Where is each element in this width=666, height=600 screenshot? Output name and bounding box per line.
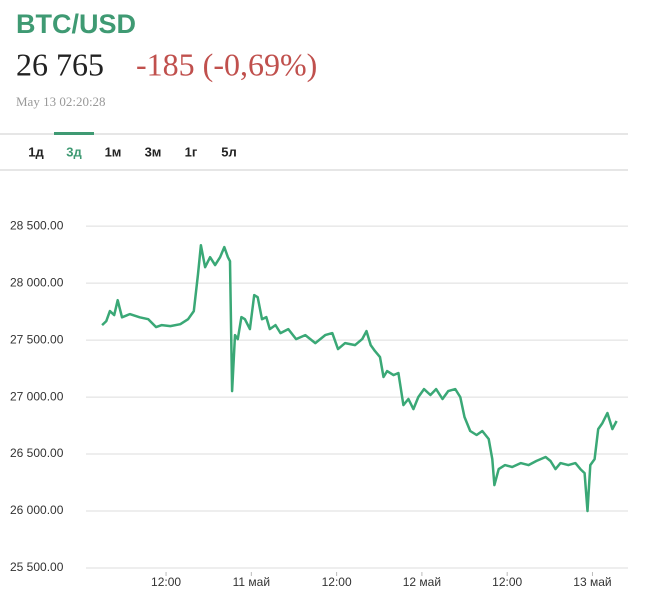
x-tick-label: 12 май: [403, 575, 441, 589]
y-tick-label: 28 000.00: [10, 275, 64, 289]
x-tick-label: 13 май: [573, 575, 611, 589]
y-tick-label: 27 500.00: [10, 332, 64, 346]
tab[interactable]: 5л: [221, 144, 237, 159]
tabs: 1д 3д 1м 3м 1г 5л: [28, 132, 237, 159]
active-tab-indicator: [54, 132, 94, 135]
price-line: [101, 243, 618, 513]
x-tick-label: 11 май: [233, 575, 270, 589]
x-tick-label: 12:00: [151, 575, 181, 589]
tab[interactable]: 1м: [105, 144, 122, 159]
x-tick-label: 12:00: [322, 575, 352, 589]
tab[interactable]: 1г: [185, 144, 198, 159]
plot: 25 500.00 26 000.00 26 500.00 27 000.00 27 5…: [10, 218, 628, 589]
y-tick-label: 27 000.00: [10, 389, 64, 403]
y-tick-label: 28 500.00: [10, 218, 64, 232]
symbol: BTC/USD: [16, 9, 136, 39]
tab[interactable]: 1д: [28, 144, 44, 159]
y-tick-label: 26 500.00: [10, 446, 64, 460]
change: -185 (-0,69%): [136, 46, 317, 82]
x-tick-label: 12:00: [492, 575, 522, 589]
tab[interactable]: 3м: [145, 144, 162, 159]
price: 26 765: [16, 46, 104, 82]
timestamp: May 13 02:20:28: [16, 94, 106, 109]
tab[interactable]: 3д: [66, 144, 82, 159]
y-tick-label: 25 500.00: [10, 560, 64, 574]
y-tick-label: 26 000.00: [10, 503, 64, 517]
